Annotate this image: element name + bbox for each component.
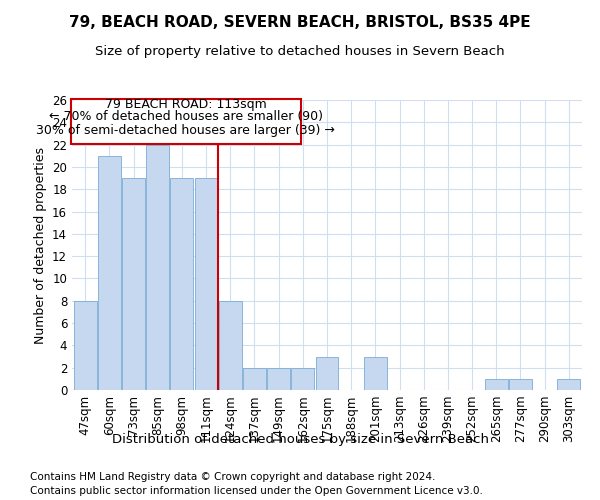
Bar bbox=[557, 379, 580, 390]
Bar bbox=[316, 356, 338, 390]
FancyBboxPatch shape bbox=[71, 98, 301, 144]
Text: 79 BEACH ROAD: 113sqm: 79 BEACH ROAD: 113sqm bbox=[105, 98, 266, 111]
Text: 79, BEACH ROAD, SEVERN BEACH, BRISTOL, BS35 4PE: 79, BEACH ROAD, SEVERN BEACH, BRISTOL, B… bbox=[69, 15, 531, 30]
Bar bbox=[98, 156, 121, 390]
Bar bbox=[170, 178, 193, 390]
Bar bbox=[122, 178, 145, 390]
Text: Size of property relative to detached houses in Severn Beach: Size of property relative to detached ho… bbox=[95, 45, 505, 58]
Bar bbox=[74, 301, 97, 390]
Bar bbox=[243, 368, 266, 390]
Bar bbox=[267, 368, 290, 390]
Text: Contains public sector information licensed under the Open Government Licence v3: Contains public sector information licen… bbox=[30, 486, 483, 496]
Bar bbox=[292, 368, 314, 390]
Y-axis label: Number of detached properties: Number of detached properties bbox=[34, 146, 47, 344]
Bar bbox=[194, 178, 218, 390]
Bar bbox=[509, 379, 532, 390]
Text: Distribution of detached houses by size in Severn Beach: Distribution of detached houses by size … bbox=[112, 432, 488, 446]
Text: Contains HM Land Registry data © Crown copyright and database right 2024.: Contains HM Land Registry data © Crown c… bbox=[30, 472, 436, 482]
Bar bbox=[146, 144, 169, 390]
Bar bbox=[219, 301, 242, 390]
Bar bbox=[485, 379, 508, 390]
Bar bbox=[364, 356, 387, 390]
Text: 30% of semi-detached houses are larger (39) →: 30% of semi-detached houses are larger (… bbox=[36, 124, 335, 136]
Text: ← 70% of detached houses are smaller (90): ← 70% of detached houses are smaller (90… bbox=[49, 110, 323, 123]
